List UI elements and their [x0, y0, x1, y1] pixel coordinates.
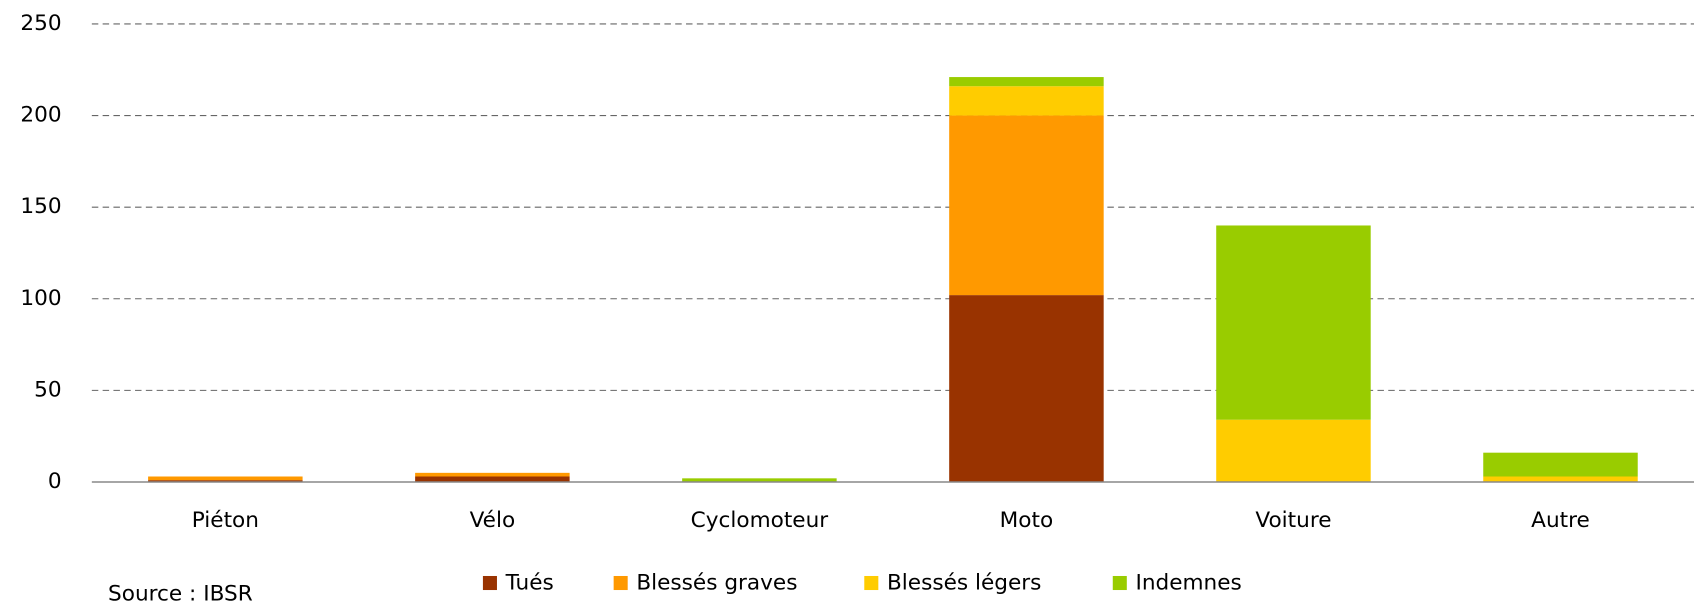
bar-segment [949, 86, 1104, 116]
x-tick-label: Vélo [470, 508, 516, 533]
x-tick-label: Voiture [1255, 508, 1331, 533]
bar-segment [949, 295, 1104, 482]
bar-segment [949, 77, 1104, 87]
legend-label: Tués [505, 571, 554, 596]
bar-segment [148, 476, 303, 481]
legend-label: Indemnes [1135, 571, 1241, 596]
y-tick-label: 150 [20, 194, 61, 219]
x-tick-label: Piéton [192, 508, 259, 533]
bar-segment [1483, 476, 1638, 482]
legend-swatch [482, 575, 497, 591]
x-tick-label: Autre [1531, 508, 1590, 533]
y-tick-label: 0 [48, 469, 62, 494]
source: Source : IBSR [108, 581, 253, 601]
legend-swatch [613, 575, 628, 591]
y-tick-label: 250 [20, 11, 61, 36]
bar-segment [415, 476, 570, 482]
y-tick-label: 100 [20, 286, 61, 311]
bar-segment [682, 478, 837, 482]
bar-segment [1216, 225, 1371, 420]
x-tick-label: Moto [1000, 508, 1054, 533]
bar-segment [415, 472, 570, 477]
legend-swatch [1112, 575, 1127, 591]
x-tick-label: Cyclomoteur [691, 508, 829, 533]
legend-label: Blessés légers [887, 571, 1041, 596]
bar-segment [949, 115, 1104, 296]
legend-swatch [864, 575, 879, 591]
bar-segment [1483, 452, 1638, 477]
legend-label: Blessés graves [636, 571, 797, 596]
y-tick-label: 200 [20, 103, 61, 128]
bar-segment [1216, 419, 1371, 482]
y-tick-label: 50 [34, 377, 61, 402]
bar-segment [148, 480, 303, 482]
